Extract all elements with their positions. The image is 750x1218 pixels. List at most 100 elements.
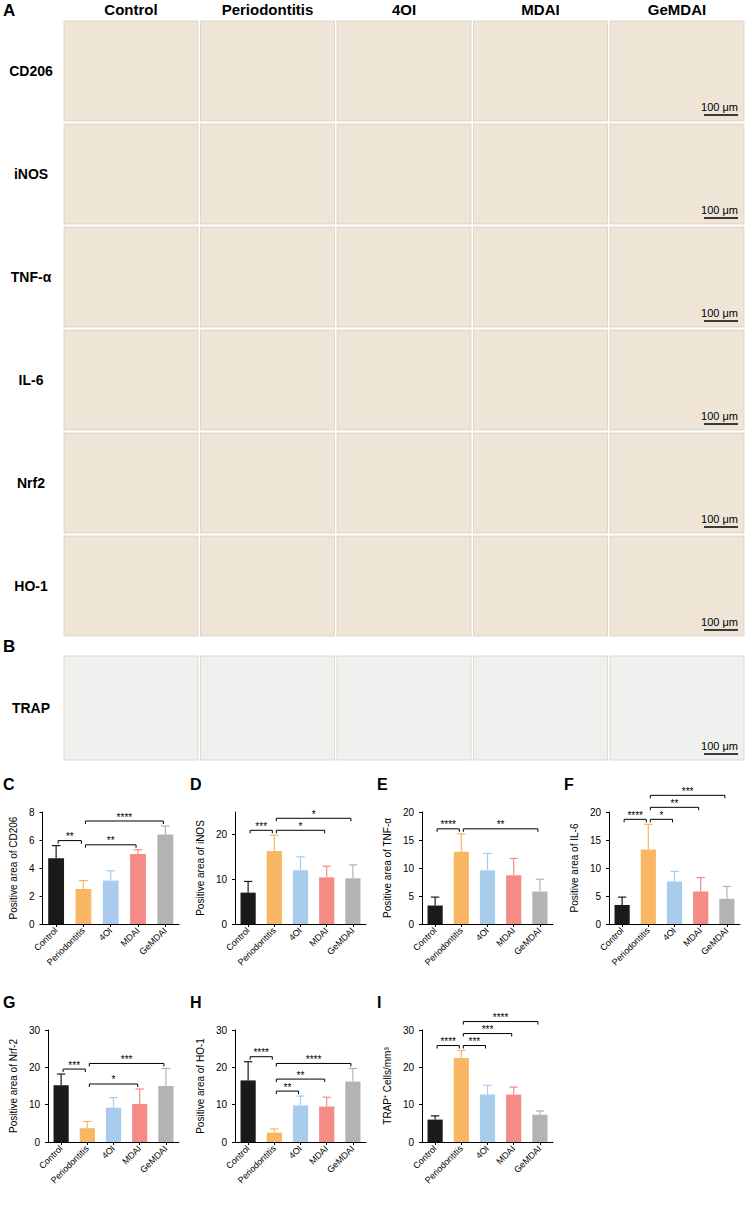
svg-text:4OI: 4OI	[474, 925, 491, 942]
svg-text:****: ****	[306, 1054, 322, 1065]
svg-text:100 μm: 100 μm	[701, 616, 738, 628]
svg-text:A: A	[3, 1, 15, 20]
svg-text:**: **	[66, 831, 74, 842]
svg-text:5: 5	[595, 891, 601, 902]
svg-text:4OI: 4OI	[392, 1, 416, 18]
svg-text:0: 0	[408, 919, 414, 930]
svg-text:100 μm: 100 μm	[701, 740, 738, 752]
svg-text:E: E	[377, 776, 388, 793]
svg-text:10: 10	[216, 1099, 228, 1110]
svg-text:GeMDAI: GeMDAI	[325, 925, 356, 956]
svg-text:MDAI: MDAI	[494, 1143, 517, 1166]
svg-text:iNOS: iNOS	[14, 166, 48, 182]
svg-text:**: **	[297, 1070, 305, 1081]
svg-text:**: **	[284, 1082, 292, 1093]
svg-text:B: B	[3, 637, 15, 656]
svg-text:*: *	[659, 810, 663, 821]
svg-text:TRAP⁺ Cells/mm³: TRAP⁺ Cells/mm³	[382, 1047, 393, 1125]
svg-text:GeMDAI: GeMDAI	[512, 925, 543, 956]
svg-text:****: ****	[493, 1012, 509, 1023]
svg-text:F: F	[564, 776, 574, 793]
svg-text:****: ****	[440, 1036, 456, 1047]
svg-text:H: H	[190, 994, 202, 1011]
svg-text:100 μm: 100 μm	[701, 307, 738, 319]
svg-text:I: I	[377, 994, 381, 1011]
svg-text:5: 5	[408, 891, 414, 902]
svg-text:Periodontitis: Periodontitis	[49, 1143, 91, 1185]
svg-text:0: 0	[34, 1137, 40, 1148]
svg-text:MDAI: MDAI	[494, 925, 517, 948]
svg-text:4: 4	[29, 863, 35, 874]
svg-text:0: 0	[29, 919, 35, 930]
svg-text:Positive area of IL-6: Positive area of IL-6	[569, 823, 580, 912]
svg-text:15: 15	[590, 835, 602, 846]
svg-text:30: 30	[403, 1025, 415, 1036]
svg-text:Positive area of iNOS: Positive area of iNOS	[195, 820, 206, 916]
svg-text:0: 0	[408, 1137, 414, 1148]
svg-text:4OI: 4OI	[661, 925, 678, 942]
svg-text:MDAI: MDAI	[681, 925, 704, 948]
svg-text:****: ****	[253, 1047, 269, 1058]
svg-text:***: ***	[469, 1036, 481, 1047]
svg-text:***: ***	[68, 1060, 80, 1071]
svg-text:20: 20	[29, 1062, 41, 1073]
svg-text:4OI: 4OI	[100, 1143, 117, 1160]
svg-text:*: *	[112, 1074, 116, 1085]
svg-text:TRAP: TRAP	[12, 700, 50, 716]
svg-text:Positive area of CD206: Positive area of CD206	[8, 816, 19, 919]
svg-text:30: 30	[216, 1025, 228, 1036]
svg-text:10: 10	[29, 1099, 41, 1110]
svg-text:**: **	[671, 798, 679, 809]
svg-text:*: *	[299, 821, 303, 832]
svg-text:10: 10	[403, 863, 415, 874]
svg-text:Periodontitis: Periodontitis	[222, 1, 314, 18]
svg-text:GeMDAI: GeMDAI	[325, 1143, 356, 1174]
svg-text:C: C	[3, 776, 15, 793]
svg-text:Nrf2: Nrf2	[17, 475, 45, 491]
svg-text:MDAI: MDAI	[307, 925, 330, 948]
svg-text:4OI: 4OI	[97, 925, 114, 942]
svg-text:20: 20	[590, 807, 602, 818]
svg-text:GeMDAI: GeMDAI	[138, 1143, 169, 1174]
svg-text:Periodontitis: Periodontitis	[236, 925, 278, 967]
svg-text:*: *	[312, 809, 316, 820]
svg-text:***: ***	[121, 1054, 133, 1065]
svg-text:100 μm: 100 μm	[701, 204, 738, 216]
svg-text:10: 10	[403, 1099, 415, 1110]
svg-text:100 μm: 100 μm	[701, 513, 738, 525]
svg-text:GeMDAI: GeMDAI	[699, 925, 730, 956]
svg-text:Periodontitis: Periodontitis	[423, 925, 465, 967]
svg-text:Periodontitis: Periodontitis	[423, 1143, 465, 1185]
svg-text:0: 0	[221, 919, 227, 930]
svg-text:MDAI: MDAI	[307, 1143, 330, 1166]
svg-text:10: 10	[590, 863, 602, 874]
svg-text:Periodontitis: Periodontitis	[610, 925, 652, 967]
svg-text:TNF-α: TNF-α	[11, 269, 52, 285]
svg-text:G: G	[3, 994, 15, 1011]
svg-text:****: ****	[117, 812, 133, 823]
svg-text:Positive area of Nrf-2: Positive area of Nrf-2	[8, 1039, 19, 1133]
svg-text:GeMDAI: GeMDAI	[648, 1, 706, 18]
svg-text:15: 15	[403, 835, 415, 846]
svg-text:***: ***	[482, 1024, 494, 1035]
svg-text:30: 30	[29, 1025, 41, 1036]
svg-text:4OI: 4OI	[287, 925, 304, 942]
svg-text:CD206: CD206	[9, 63, 53, 79]
svg-text:4OI: 4OI	[287, 1143, 304, 1160]
svg-text:20: 20	[216, 829, 228, 840]
svg-text:***: ***	[682, 786, 694, 797]
svg-text:**: **	[107, 835, 115, 846]
svg-text:20: 20	[403, 807, 415, 818]
svg-text:***: ***	[255, 821, 267, 832]
svg-text:6: 6	[29, 835, 35, 846]
svg-text:MDAI: MDAI	[119, 925, 142, 948]
svg-text:8: 8	[29, 807, 35, 818]
svg-text:100 μm: 100 μm	[701, 101, 738, 113]
svg-text:GeMDAI: GeMDAI	[137, 925, 168, 956]
svg-text:20: 20	[216, 1062, 228, 1073]
svg-text:10: 10	[216, 874, 228, 885]
svg-text:2: 2	[29, 891, 35, 902]
svg-text:IL-6: IL-6	[19, 372, 44, 388]
svg-text:HO-1: HO-1	[14, 578, 48, 594]
svg-text:Positive area of HO-1: Positive area of HO-1	[195, 1038, 206, 1134]
